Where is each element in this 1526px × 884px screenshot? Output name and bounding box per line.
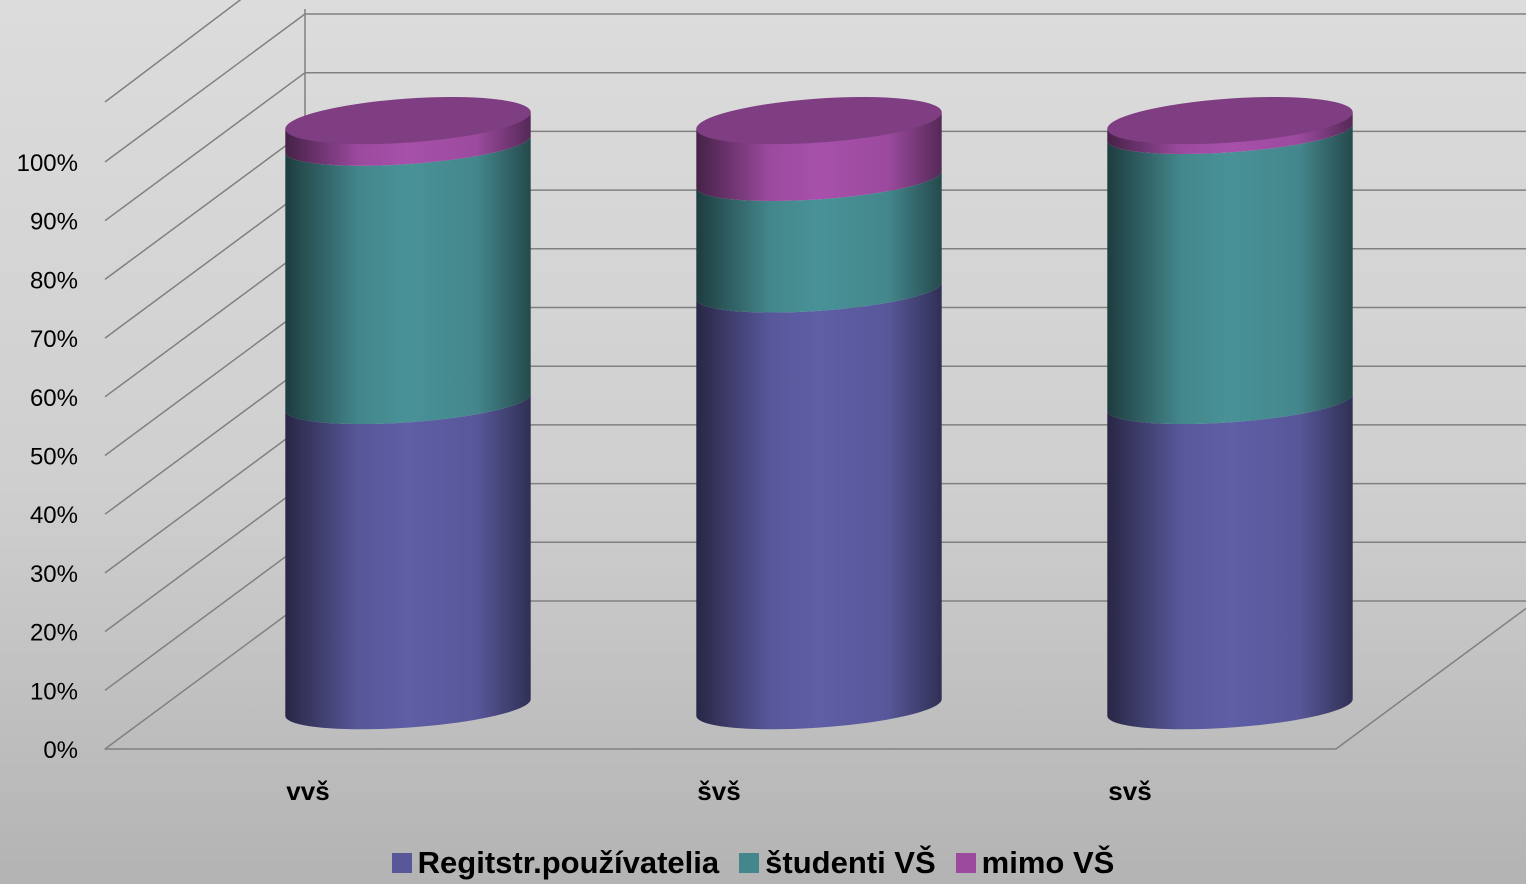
- cylinder-2: [1107, 96, 1353, 730]
- y-tick-label: 80%: [30, 267, 78, 294]
- gridline-side: [104, 13, 306, 163]
- gridline-side: [104, 72, 306, 222]
- y-axis-ticks: 0% 10% 20% 30% 40% 50% 60% 70% 80% 90% 100%: [17, 150, 78, 764]
- cylinders: [285, 96, 1353, 730]
- cylinder-segment: [696, 170, 942, 313]
- gridline-side: [104, 130, 306, 281]
- x-axis-labels: vvš švš svš: [286, 776, 1151, 806]
- cylinder-cap: [696, 96, 942, 145]
- y-tick-label: 30%: [30, 561, 78, 588]
- legend-label: študenti VŠ: [765, 845, 936, 880]
- cylinder-cap: [285, 96, 531, 145]
- legend-swatch: [391, 853, 412, 873]
- gridline-side: [104, 600, 306, 750]
- floor-right-edge: [1335, 607, 1526, 750]
- cylinder-1: [696, 96, 942, 730]
- gridline-side: [104, 541, 306, 691]
- y-tick-label: 40%: [30, 502, 78, 529]
- gridline-side: [104, 424, 306, 574]
- y-tick-label: 0%: [43, 737, 78, 764]
- legend-swatch: [739, 853, 760, 873]
- legend-item-outside-university: mimo VŠ: [955, 845, 1115, 881]
- cylinder-segment: [285, 135, 531, 425]
- legend-label: Regitstr.používatelia: [417, 845, 720, 880]
- gridline-side: [104, 306, 306, 457]
- cylinder-segment: [285, 393, 531, 730]
- gridline-top-side: [104, 0, 242, 103]
- cylinder-0: [285, 96, 531, 730]
- legend: Regitstr.používatelia študenti VŠ mimo V…: [0, 842, 1526, 884]
- gridline-side: [104, 365, 306, 515]
- legend-item-registered-users: Regitstr.používatelia: [391, 845, 720, 881]
- y-tick-label: 70%: [30, 326, 78, 353]
- y-tick-label: 20%: [30, 620, 78, 647]
- cylinder-segment: [1107, 393, 1353, 730]
- cylinder-cap: [1107, 96, 1353, 145]
- x-tick-label: vvš: [286, 776, 329, 806]
- cylinder-segment: [285, 111, 531, 166]
- x-tick-label: svš: [1108, 776, 1151, 806]
- gridline-side: [104, 248, 306, 398]
- legend-swatch: [955, 853, 976, 873]
- legend-item-university-students: študenti VŠ: [739, 845, 936, 881]
- y-tick-label: 60%: [30, 385, 78, 412]
- cylinder-segment: [696, 282, 942, 730]
- x-tick-label: švš: [697, 776, 740, 806]
- y-tick-label: 50%: [30, 444, 78, 471]
- gridline-side: [104, 189, 306, 339]
- cylinder-segment: [1107, 123, 1353, 425]
- y-tick-label: 100%: [17, 150, 78, 177]
- y-tick-label: 90%: [30, 209, 78, 236]
- legend-label: mimo VŠ: [981, 845, 1115, 880]
- y-tick-label: 10%: [30, 678, 78, 705]
- gridline-side: [104, 482, 306, 633]
